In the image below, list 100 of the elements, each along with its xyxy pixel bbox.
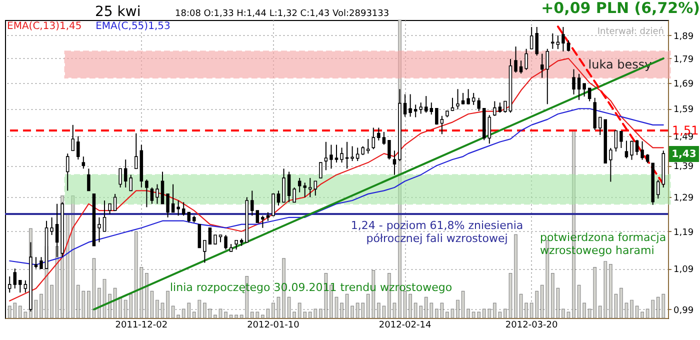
candlestick bbox=[514, 46, 518, 74]
candlestick bbox=[408, 94, 412, 118]
candlestick bbox=[208, 227, 212, 244]
candlestick bbox=[382, 131, 386, 146]
candlestick bbox=[276, 190, 280, 206]
candlestick bbox=[540, 53, 544, 78]
bar bbox=[276, 296, 280, 318]
candlestick bbox=[477, 97, 480, 112]
candlestick bbox=[50, 216, 54, 236]
bar bbox=[334, 296, 338, 318]
candlestick bbox=[466, 88, 470, 105]
candlestick bbox=[498, 102, 502, 114]
bar bbox=[98, 288, 101, 318]
candlestick bbox=[350, 146, 354, 162]
candlestick bbox=[546, 48, 550, 105]
candlestick bbox=[308, 177, 312, 198]
candlestick bbox=[366, 138, 370, 154]
candlestick bbox=[8, 276, 12, 294]
bar bbox=[635, 306, 639, 318]
bar bbox=[150, 290, 154, 318]
candlestick bbox=[102, 200, 106, 232]
candlestick bbox=[582, 83, 586, 98]
candlestick bbox=[440, 115, 444, 135]
candlestick bbox=[176, 200, 180, 216]
candlestick bbox=[224, 234, 228, 250]
candlestick bbox=[18, 280, 22, 294]
candlestick bbox=[160, 171, 164, 204]
bar bbox=[40, 294, 43, 318]
candlestick bbox=[472, 92, 476, 106]
bar bbox=[272, 302, 275, 318]
y-tick-label: 1,09 bbox=[674, 265, 694, 276]
bar bbox=[582, 302, 586, 318]
candlestick bbox=[82, 156, 86, 170]
candlestick bbox=[424, 96, 428, 114]
x-tick-label: 2012-01-10 bbox=[247, 320, 300, 330]
bar bbox=[630, 300, 634, 318]
candlestick bbox=[214, 234, 217, 244]
candlestick bbox=[461, 92, 465, 105]
bar bbox=[266, 308, 270, 318]
x-tick-label: 2011-12-02 bbox=[115, 320, 168, 330]
candlestick bbox=[71, 124, 75, 152]
candlestick bbox=[493, 100, 496, 116]
bar bbox=[562, 308, 565, 318]
candlestick bbox=[419, 102, 422, 114]
chart-title: 25 kwi bbox=[95, 4, 141, 20]
bar bbox=[392, 302, 396, 318]
candlestick bbox=[87, 168, 90, 192]
ref-line-label: 1,24 - poziom 61,8% zniesienia półrocznej fali wzrostowej bbox=[350, 218, 524, 245]
bar bbox=[524, 302, 528, 318]
annotation: potwierdzona formacja wzrostowego harami bbox=[540, 231, 666, 257]
y-tick-label: 1,69 bbox=[674, 79, 694, 90]
y-tick-label: 1,19 bbox=[674, 228, 694, 238]
x-tick-label: 2012-02-14 bbox=[378, 320, 432, 330]
candlestick bbox=[577, 73, 581, 100]
candlestick bbox=[171, 184, 175, 213]
series-label: linia rozpoczętego 30.09.2011 trendu wzrostowego bbox=[170, 281, 452, 294]
candlestick bbox=[314, 180, 318, 196]
candlestick bbox=[656, 179, 660, 200]
candlestick bbox=[319, 162, 322, 178]
bar bbox=[408, 294, 412, 318]
candlestick bbox=[24, 280, 28, 294]
candlestick bbox=[182, 202, 186, 216]
candlestick bbox=[340, 147, 344, 164]
candlestick bbox=[456, 88, 460, 110]
candlestick bbox=[98, 216, 101, 243]
candlestick bbox=[156, 184, 159, 204]
candlestick bbox=[203, 240, 206, 264]
bar bbox=[203, 302, 206, 318]
y-tick-label: 0,99 bbox=[674, 306, 694, 316]
candlestick bbox=[198, 224, 202, 248]
candlestick bbox=[598, 116, 602, 136]
candlestick bbox=[640, 140, 644, 160]
candlestick bbox=[620, 130, 623, 148]
candlestick bbox=[430, 102, 434, 116]
candlestick bbox=[256, 210, 260, 223]
candlestick bbox=[13, 268, 17, 289]
bar bbox=[446, 312, 449, 318]
candlestick bbox=[372, 127, 376, 150]
candlestick bbox=[118, 168, 122, 188]
chart-subtitle: 18:08 O:1,33 H:1,44 L:1,32 C:1,43 Vol:2893133 bbox=[175, 9, 390, 19]
candlestick bbox=[324, 141, 328, 171]
bar bbox=[624, 302, 628, 318]
text: +0,09 PLN (6,72%) bbox=[541, 0, 700, 17]
candlestick bbox=[609, 147, 612, 182]
bar bbox=[640, 312, 644, 318]
text: 1,43 bbox=[672, 149, 696, 160]
candlestick bbox=[562, 26, 565, 52]
candlestick bbox=[303, 182, 306, 198]
candlestick bbox=[551, 32, 554, 50]
candlestick bbox=[635, 139, 639, 156]
bar bbox=[620, 288, 623, 318]
candlestick bbox=[124, 159, 128, 188]
candlestick bbox=[377, 127, 380, 141]
bar bbox=[514, 234, 518, 318]
candlestick bbox=[134, 132, 138, 170]
bar bbox=[224, 312, 228, 318]
candlestick bbox=[588, 88, 592, 102]
bar bbox=[261, 314, 264, 318]
candlestick bbox=[524, 48, 528, 70]
candlestick bbox=[76, 136, 80, 160]
